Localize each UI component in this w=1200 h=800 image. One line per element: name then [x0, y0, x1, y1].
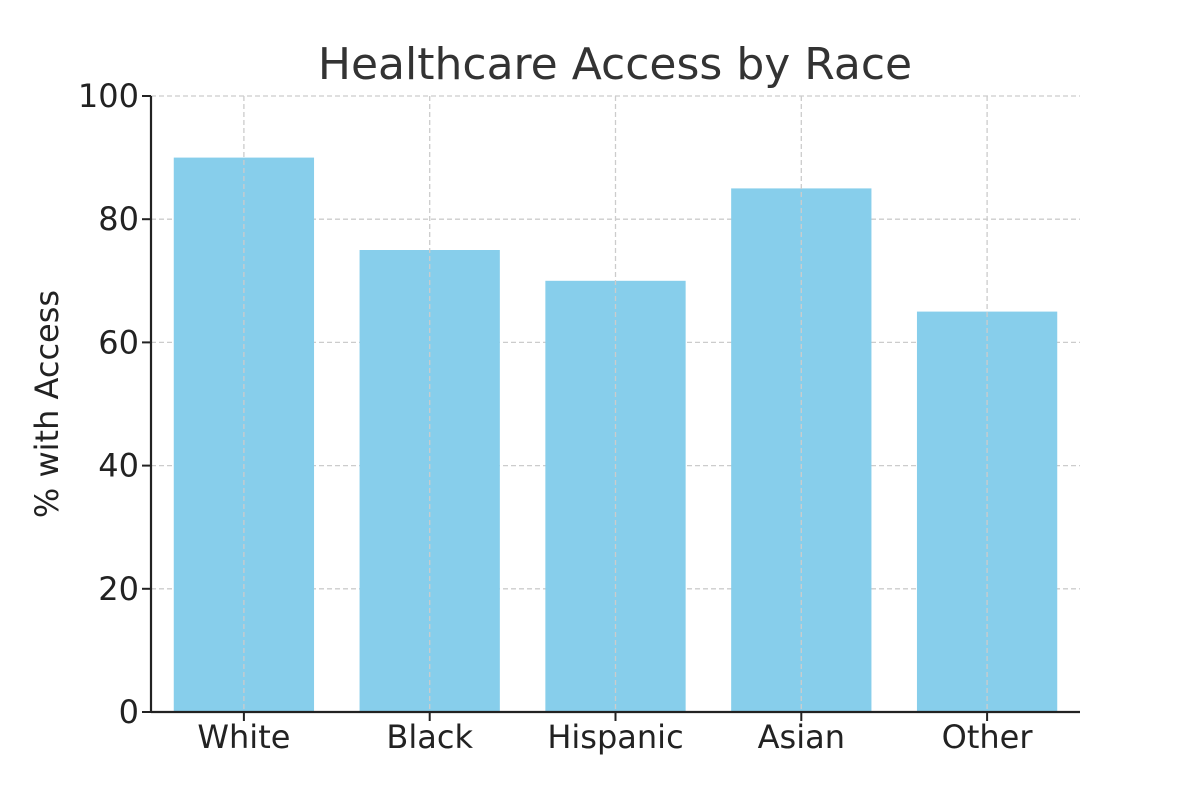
- x-tick-label: Asian: [758, 718, 845, 756]
- x-tick-label: Other: [942, 718, 1034, 756]
- y-axis-label: % with Access: [28, 290, 66, 518]
- x-tick-label: White: [197, 718, 290, 756]
- y-tick-label: 100: [78, 77, 139, 115]
- axes: [142, 95, 1080, 721]
- y-tick-label: 60: [98, 323, 139, 361]
- y-tick-label: 20: [98, 570, 139, 608]
- chart-title: Healthcare Access by Race: [318, 39, 912, 90]
- y-tick-label: 80: [98, 200, 139, 238]
- tick-labels: 0 20 40 60 80 100 White Black Hispanic Asian Other: [78, 77, 1033, 756]
- x-tick-label: Black: [386, 718, 473, 756]
- y-tick-label: 0: [119, 693, 139, 731]
- y-tick-label: 40: [98, 447, 139, 485]
- x-tick-label: Hispanic: [547, 718, 683, 756]
